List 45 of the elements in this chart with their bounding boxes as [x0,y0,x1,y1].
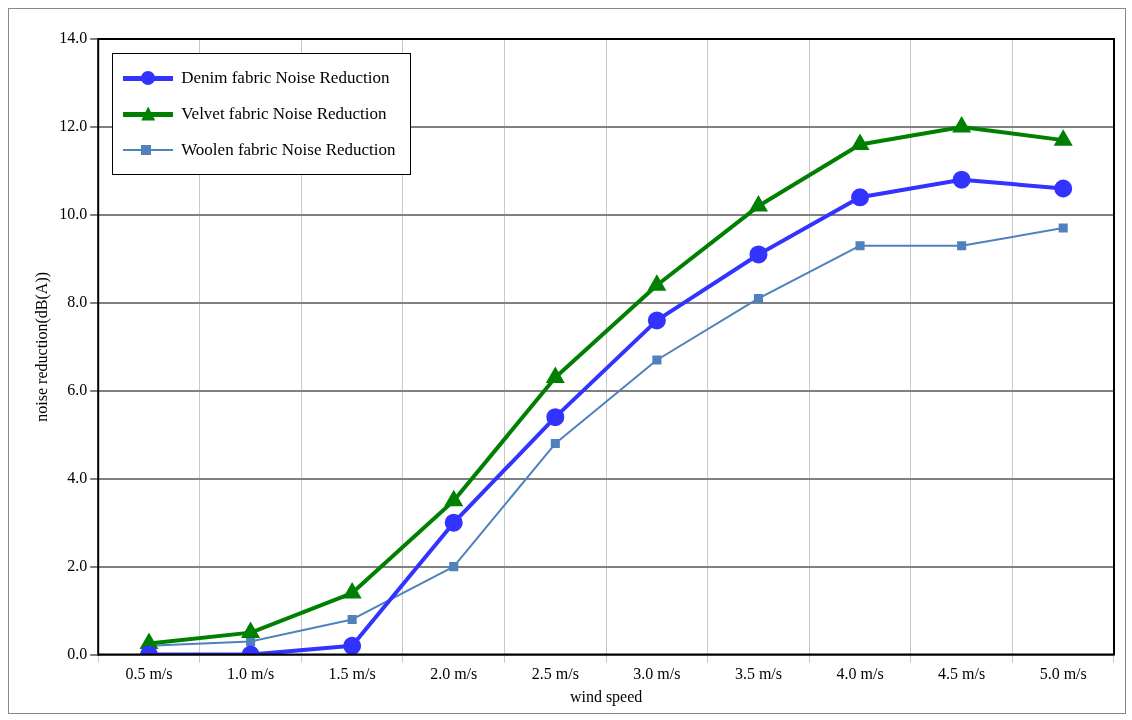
y-tick-label: 14.0 [59,29,88,47]
x-tick-label: 3.5 m/s [734,665,783,683]
point [550,439,560,449]
x-tick-label: 4.0 m/s [836,665,884,683]
point [851,133,870,151]
y-tick-label: 0.0 [67,644,88,662]
point [546,408,565,427]
point [347,614,357,624]
y-axis-title: noise reduction(dB(A)) [32,271,51,422]
x-tick-label: 4.5 m/s [938,665,986,683]
point [957,241,967,251]
point [750,197,767,212]
x-tick-label: 0.5 m/s [125,665,173,683]
point [1054,179,1073,198]
point [444,513,463,532]
point [343,636,362,655]
point [1058,223,1068,233]
x-tick-label: 3.0 m/s [633,665,681,683]
legend-label: Velvet fabric Noise Reduction [181,104,387,124]
y-tick-label: 12.0 [59,117,88,135]
point [647,311,666,330]
point [749,245,768,264]
x-tick-label: 5.0 m/s [1039,665,1087,683]
x-tick-label: 1.5 m/s [328,665,376,683]
x-tick-label: 2.0 m/s [430,665,478,683]
point [851,188,870,207]
point [753,293,764,303]
y-tick-label: 4.0 [67,468,88,486]
x-tick-label: 1.0 m/s [227,665,275,683]
y-tick-label: 6.0 [67,380,88,398]
point [855,241,865,251]
legend-label: Woolen fabric Noise Reduction [181,140,396,160]
point [449,562,459,572]
y-tick-label: 2.0 [67,556,88,574]
y-tick-label: 10.0 [59,205,88,223]
point [952,170,971,189]
x-tick-label: 2.5 m/s [531,665,579,683]
point [652,355,662,365]
x-axis-title: wind speed [569,687,643,706]
point [953,117,970,133]
point [344,584,361,599]
legend-label: Denim fabric Noise Reduction [181,68,390,88]
point [648,276,665,291]
point [1055,131,1072,146]
y-tick-label: 8.0 [67,293,88,311]
